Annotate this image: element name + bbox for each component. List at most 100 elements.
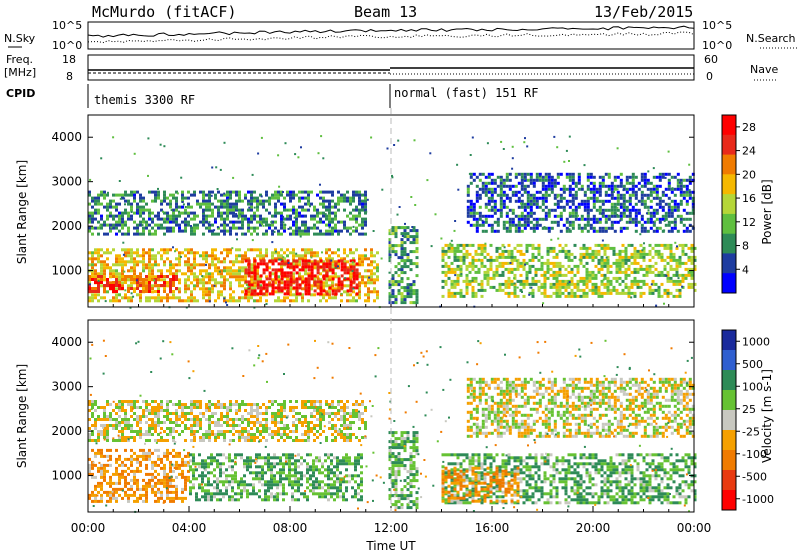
power-cell [175, 220, 178, 224]
power-cell [516, 258, 520, 262]
power-cell [127, 296, 130, 300]
power-cell [504, 267, 508, 271]
velocity-cell [133, 451, 136, 455]
power-cell [160, 254, 163, 258]
power-cell [127, 287, 130, 290]
power-cell [666, 276, 670, 280]
power-cell [678, 264, 682, 268]
power-cell [663, 267, 667, 271]
power-cell [636, 261, 640, 265]
power-cell [187, 251, 190, 255]
velocity-cell [91, 463, 94, 467]
power-cell [124, 193, 127, 197]
power-cell [190, 211, 193, 215]
velocity-cell [306, 498, 309, 502]
power-cell [130, 190, 133, 194]
power-cell [610, 196, 614, 200]
power-cell [178, 229, 181, 233]
power-cell [367, 278, 370, 282]
velocity-cell [252, 483, 255, 487]
velocity-cell [136, 460, 139, 464]
power-cell [480, 282, 484, 286]
power-cell [661, 214, 665, 218]
power-cell [565, 217, 569, 221]
power-cell [478, 178, 482, 182]
power-cell [607, 208, 611, 212]
velocity-cell [192, 486, 195, 490]
power-cell [558, 249, 562, 253]
power-cell [217, 257, 220, 261]
power-cell [549, 285, 553, 289]
power-cell [265, 220, 268, 224]
power-cell [112, 296, 115, 300]
power-cell [94, 196, 97, 200]
velocity-cell [327, 477, 330, 481]
power-cell [528, 243, 532, 247]
power-cell [313, 226, 316, 230]
power-cell [202, 217, 205, 221]
velocity-cell [237, 453, 240, 457]
power-cell [658, 175, 662, 179]
power-cell [592, 199, 596, 203]
power-cell [517, 217, 521, 221]
velocity-cell [115, 487, 118, 491]
power-cell [322, 214, 325, 218]
power-cell [259, 259, 263, 263]
power-cell [220, 211, 223, 215]
velocity-cell [321, 492, 324, 496]
power-cell [636, 282, 640, 286]
power-cell [355, 193, 358, 197]
power-cell [100, 275, 103, 278]
power-cell [130, 251, 133, 255]
power-cell [139, 232, 142, 236]
power-cell [169, 248, 172, 252]
velocity-cell [189, 489, 192, 493]
power-cell [610, 193, 614, 197]
power-cell [97, 272, 100, 276]
power-cell [492, 270, 496, 274]
velocity-cell [279, 474, 282, 478]
power-cell [691, 178, 695, 182]
power-cell [124, 275, 127, 278]
power-cell [567, 285, 571, 289]
power-cell [469, 202, 473, 206]
power-cell [247, 220, 250, 224]
power-cell [495, 246, 499, 250]
power-noise-cell [223, 222, 226, 225]
power-cell [142, 266, 145, 270]
power-cell [604, 226, 608, 230]
velocity-cell [285, 453, 288, 457]
power-cell [667, 220, 671, 224]
power-cell [550, 190, 554, 194]
velocity-cell [121, 496, 124, 500]
power-cell [409, 235, 413, 239]
power-cell [361, 205, 364, 209]
power-cell [685, 202, 689, 206]
power-cell [142, 251, 145, 255]
power-cell [169, 290, 172, 293]
power-cell [247, 202, 250, 206]
power-cell [636, 279, 640, 283]
velocity-cell [91, 493, 94, 497]
power-cell [301, 287, 304, 291]
power-cell [250, 289, 254, 293]
power-cell [346, 226, 349, 230]
power-cell [286, 265, 290, 269]
velocity-cell [127, 487, 130, 491]
power-cell [289, 299, 292, 303]
velocity-cell [327, 474, 330, 478]
power-cell [325, 205, 328, 209]
power-cell [618, 255, 622, 259]
power-noise-cell [568, 228, 571, 231]
power-cell [136, 208, 139, 212]
power-cell [688, 217, 692, 221]
power-cell [244, 280, 248, 284]
velocity-cell [267, 465, 270, 469]
velocity-cell [270, 477, 273, 481]
power-cell [109, 275, 112, 279]
power-cell [97, 281, 100, 284]
power-cell [169, 260, 172, 264]
velocity-cell [216, 498, 219, 502]
velocity-cell [145, 454, 148, 458]
power-cell [208, 287, 211, 291]
